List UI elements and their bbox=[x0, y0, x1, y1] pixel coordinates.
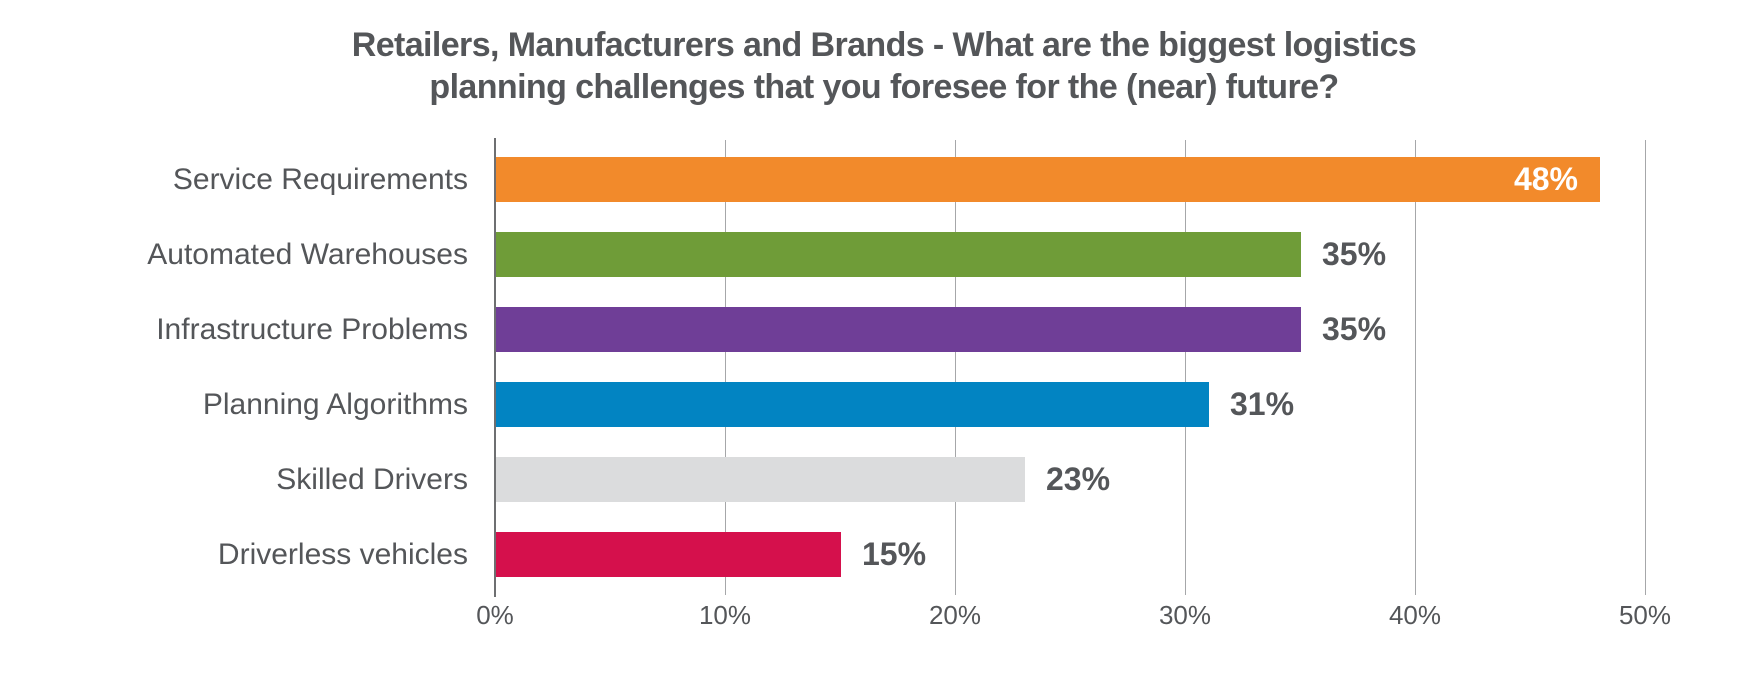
y-axis-line bbox=[494, 138, 496, 597]
category-label: Planning Algorithms bbox=[202, 388, 468, 421]
bar-driverless-vehicles bbox=[496, 532, 841, 577]
x-tick-label: 50% bbox=[1618, 600, 1672, 630]
chart-title: Retailers, Manufacturers and Brands - Wh… bbox=[0, 24, 1738, 108]
gridline-10pct bbox=[725, 140, 726, 595]
bar-skilled-drivers bbox=[496, 457, 1025, 502]
value-label: 23% bbox=[1046, 461, 1111, 497]
x-tick-label: 0% bbox=[476, 600, 514, 630]
x-tick-label: 40% bbox=[1388, 600, 1442, 630]
gridline-20pct bbox=[955, 140, 956, 595]
bar-infrastructure-problems bbox=[496, 307, 1301, 352]
category-label: Infrastructure Problems bbox=[156, 313, 468, 346]
chart-title-line-1: Retailers, Manufacturers and Brands - Wh… bbox=[351, 26, 1417, 64]
value-label: 35% bbox=[1322, 236, 1387, 272]
value-label: 31% bbox=[1230, 386, 1295, 422]
value-label: 48% bbox=[1513, 161, 1578, 197]
category-label: Driverless vehicles bbox=[217, 538, 468, 571]
category-label: Skilled Drivers bbox=[276, 463, 468, 496]
chart-title-line-2: planning challenges that you foresee for… bbox=[429, 68, 1339, 106]
bar-automated-warehouses bbox=[496, 232, 1301, 277]
gridline-40pct bbox=[1415, 140, 1416, 595]
category-label: Automated Warehouses bbox=[147, 238, 468, 271]
bar-service-requirements bbox=[496, 157, 1600, 202]
x-tick-label: 20% bbox=[928, 600, 982, 630]
plot-area: 48% 35% 35% 31% 23% 15% bbox=[494, 138, 1646, 597]
gridline-50pct bbox=[1645, 140, 1646, 595]
category-label: Service Requirements bbox=[172, 163, 468, 196]
value-label: 35% bbox=[1322, 311, 1387, 347]
value-label: 15% bbox=[862, 536, 927, 572]
x-tick-label: 10% bbox=[698, 600, 752, 630]
bar-planning-algorithms bbox=[496, 382, 1209, 427]
gridline-30pct bbox=[1185, 140, 1186, 595]
x-tick-label: 30% bbox=[1158, 600, 1212, 630]
